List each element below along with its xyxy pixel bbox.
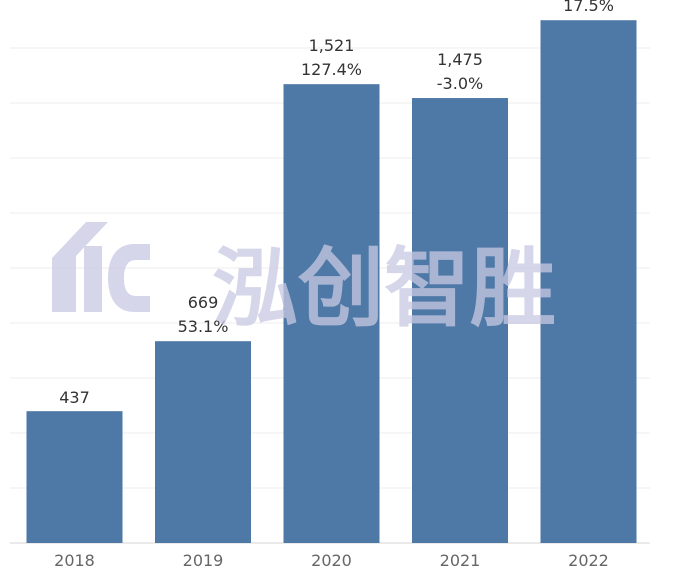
growth-label-2019: 53.1% <box>178 317 229 336</box>
value-label-2021: 1,475 <box>437 50 483 69</box>
growth-label-2020: 127.4% <box>301 60 362 79</box>
value-label-2020: 1,521 <box>309 36 355 55</box>
bar-2019 <box>155 341 251 543</box>
x-tick-2020: 2020 <box>311 551 352 570</box>
bar-2018 <box>26 411 123 543</box>
x-tick-2018: 2018 <box>54 551 95 570</box>
watermark-text: 泓创智胜 <box>212 239 556 339</box>
bar-2022 <box>540 20 637 543</box>
growth-label-2021: -3.0% <box>437 74 483 93</box>
bars <box>26 20 637 544</box>
value-label-2019: 669 <box>188 293 219 312</box>
value-label-2018: 437 <box>59 388 90 407</box>
growth-label-2022: 17.5% <box>563 0 614 15</box>
data-labels: 43766953.1%1,521127.4%1,475-3.0%1,73317.… <box>59 0 614 407</box>
bar-2020 <box>283 84 380 543</box>
x-tick-2019: 2019 <box>183 551 224 570</box>
x-axis-tick-labels: 2018 2019 2020 2021 2022 <box>54 551 609 570</box>
hc-logo-icon <box>52 222 150 312</box>
x-tick-2021: 2021 <box>440 551 481 570</box>
bar-2021 <box>412 98 508 544</box>
x-tick-2022: 2022 <box>568 551 609 570</box>
watermark: 泓创智胜 <box>52 222 556 339</box>
